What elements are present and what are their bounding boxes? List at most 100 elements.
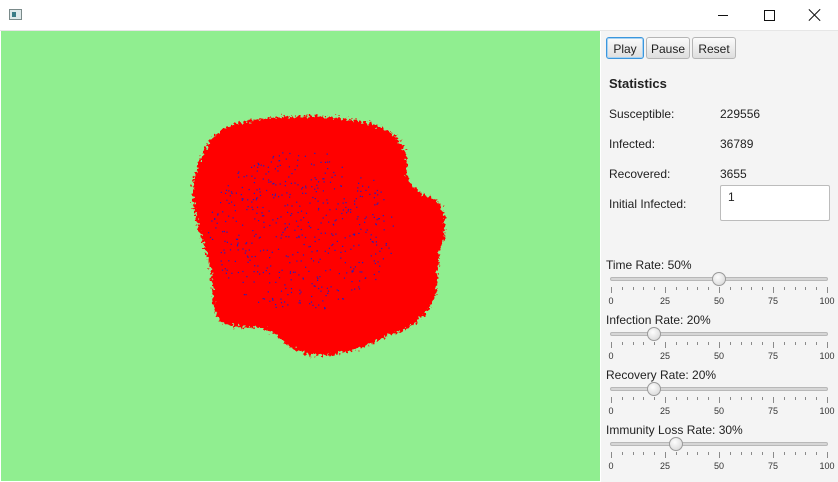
recovered-cell (272, 298, 274, 300)
recovered-cell (312, 196, 314, 199)
recovered-cell (284, 180, 287, 183)
recovered-cell (214, 217, 216, 220)
recovered-cell (298, 235, 300, 237)
recovered-cell (322, 190, 324, 192)
play-button[interactable]: Play (606, 37, 644, 59)
recovered-cell (292, 254, 294, 256)
slider-thumb[interactable] (647, 327, 662, 341)
recovered-cell (317, 200, 319, 202)
recovered-cell (295, 220, 298, 222)
recovered-cell (229, 195, 231, 197)
recovered-cell (308, 225, 310, 227)
recovered-cell (352, 270, 354, 272)
recovered-cell (245, 250, 247, 252)
recovered-cell (247, 256, 249, 258)
recovered-cell (272, 194, 274, 196)
recovered-cell (378, 218, 380, 220)
recovered-cell (299, 289, 301, 291)
recovered-cell (327, 168, 329, 170)
recovered-cell (273, 182, 275, 185)
recovered-cell (305, 185, 307, 187)
recovered-cell (373, 260, 375, 262)
title-bar (0, 0, 838, 31)
recovered-cell (294, 229, 296, 231)
recovered-cell (317, 228, 319, 230)
recovered-cell (351, 270, 353, 272)
slider-tick (729, 397, 731, 400)
reset-button[interactable]: Reset (692, 37, 736, 59)
recovered-cell (258, 220, 260, 222)
recovered-cell (252, 230, 254, 232)
slider-track[interactable] (610, 332, 828, 336)
slider-tick (611, 342, 612, 348)
recovered-cell (214, 218, 216, 220)
recovered-cell (278, 277, 281, 279)
slider-tick (665, 452, 666, 458)
recovered-cell (374, 192, 376, 194)
recovered-cell (309, 202, 311, 204)
recovered-cell (331, 176, 333, 178)
initial-infected-input[interactable]: 1 (720, 185, 830, 221)
close-button[interactable] (792, 0, 838, 30)
recovered-cell (332, 234, 334, 236)
recovered-cell (234, 210, 236, 212)
recovered-cell (237, 244, 239, 246)
pause-button[interactable]: Pause (646, 37, 690, 59)
recovered-cell (318, 304, 320, 306)
slider-tick-label: 50 (713, 461, 725, 471)
slider-thumb[interactable] (647, 382, 662, 396)
recovered-cell (322, 202, 324, 204)
recovered-cell (289, 262, 291, 264)
slider-tick-label: 100 (819, 351, 835, 361)
recovered-cell (327, 161, 329, 163)
recovered-cell (324, 161, 327, 163)
recovered-cell (359, 224, 361, 226)
slider-track[interactable] (610, 387, 828, 391)
recovered-cell (311, 283, 313, 285)
recovered-cell (272, 157, 274, 159)
recovered-cell (245, 294, 247, 296)
recovered-cell (314, 240, 316, 243)
recovered-cell (277, 170, 279, 172)
recovered-cell (299, 205, 301, 207)
slider-tick (719, 287, 720, 293)
recovered-cell (319, 276, 321, 278)
slider-thumb[interactable] (712, 272, 726, 286)
simulation-canvas (1, 31, 600, 481)
slider-thumb[interactable] (668, 437, 683, 451)
slider-track[interactable] (610, 442, 828, 446)
maximize-button[interactable] (746, 0, 792, 30)
recovered-cell (322, 300, 324, 302)
recovered-cell (329, 209, 331, 211)
recovered-cell (315, 307, 317, 309)
recovered-cell (287, 211, 289, 213)
slider-tick (665, 397, 666, 403)
recovered-cell (342, 202, 344, 204)
recovered-cell (325, 214, 327, 216)
recovered-cell (284, 185, 286, 187)
recovered-cell (235, 192, 237, 194)
recovered-cell (294, 182, 296, 184)
slider-tick (762, 287, 764, 290)
recovered-cell (254, 218, 256, 220)
recovered-cell (298, 274, 300, 276)
recovered-cell (285, 287, 287, 290)
recovered-cell (246, 242, 248, 244)
recovered-cell (301, 234, 303, 236)
recovered-cell (290, 214, 292, 217)
slider-tick (697, 342, 699, 345)
recovered-cell (360, 190, 362, 192)
recovered-cell (342, 245, 344, 247)
recovered-cell (266, 249, 268, 251)
minimize-button[interactable] (700, 0, 746, 30)
recovered-cell (282, 152, 284, 154)
recovered-cell (378, 271, 380, 273)
recovered-cell (358, 288, 361, 290)
slider-tick (751, 452, 753, 455)
recovered-cell (360, 228, 362, 230)
recovered-cell (297, 184, 299, 186)
recovered-cell (368, 186, 370, 188)
recovered-cell (209, 236, 212, 239)
recovered-cell (231, 272, 233, 274)
recovered-cell (251, 256, 253, 258)
